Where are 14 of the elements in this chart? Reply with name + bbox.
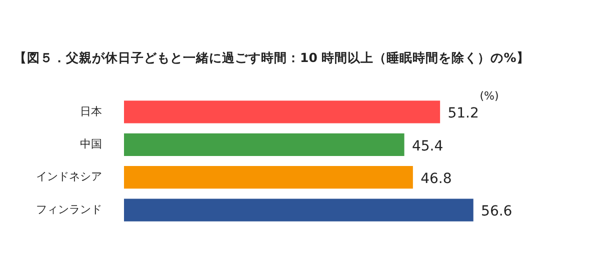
chart-title: 【図５．父親が休日子どもと一緒に過ごす時間：10 時間以上（睡眠時間を除く）の%】 — [14, 50, 530, 67]
bar — [124, 198, 474, 222]
data-label: 46.8 — [420, 170, 452, 187]
data-label: 51.2 — [448, 106, 479, 122]
bar — [124, 100, 440, 124]
y-tick-label: 中国 — [80, 138, 102, 151]
y-tick-label: インドネシア — [36, 170, 102, 184]
data-label: 45.4 — [412, 138, 444, 154]
bar — [124, 133, 404, 156]
bar — [124, 166, 413, 189]
data-label: 56.6 — [481, 204, 512, 220]
text: (%) — [480, 89, 499, 102]
y-tick-label: 日本 — [80, 104, 102, 118]
y-tick-label: フィンランド — [36, 202, 102, 216]
